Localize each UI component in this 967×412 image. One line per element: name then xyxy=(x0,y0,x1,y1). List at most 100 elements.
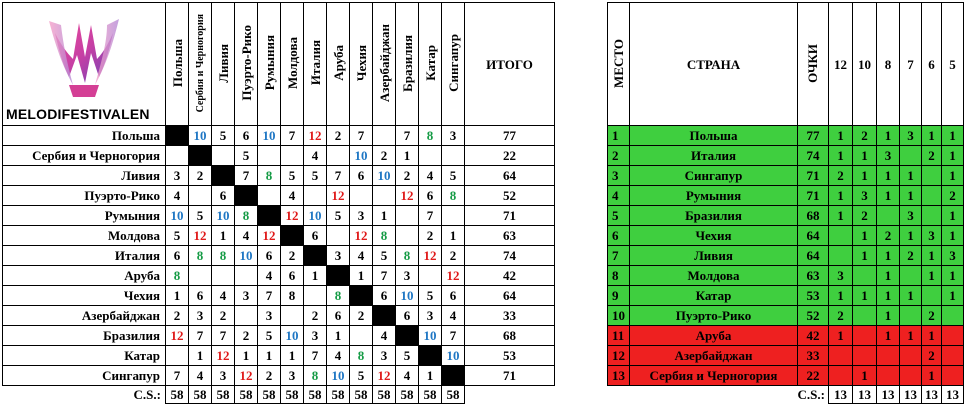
column-header-label: Чехия xyxy=(353,44,369,82)
vote-cell: 6 xyxy=(280,265,304,286)
ranking-place: 2 xyxy=(607,145,630,166)
vote-cell: 4 xyxy=(441,305,465,326)
vote-cell: 6 xyxy=(418,185,442,206)
score-count-cell: 1 xyxy=(920,365,942,386)
logo-cell: MELODIFESTIVALEN xyxy=(2,2,166,126)
score-count-cell: 2 xyxy=(851,205,877,226)
score-count-cell: 2 xyxy=(920,145,942,166)
vote-cell: 3 xyxy=(349,205,373,226)
place-header-label: МЕСТО xyxy=(611,38,626,88)
score-count-cell: 1 xyxy=(875,305,900,326)
vote-cell: 6 xyxy=(395,305,419,326)
vote-cell: 2 xyxy=(280,245,304,266)
score-count-cell: 1 xyxy=(875,185,900,206)
vote-cell: 1 xyxy=(395,145,419,166)
vote-cell: 10 xyxy=(372,165,396,186)
vote-cell: 10 xyxy=(188,125,212,146)
score-count-cell: 1 xyxy=(851,145,877,166)
vote-cell: 12 xyxy=(234,365,258,386)
vote-cell: 2 xyxy=(234,325,258,346)
ranking-country: Бразилия xyxy=(629,205,798,226)
score-count-cell xyxy=(920,285,942,306)
vote-cell: 2 xyxy=(349,305,373,326)
vote-cell: 3 xyxy=(303,325,327,346)
ranking-country: Пуэрто-Рико xyxy=(629,305,798,326)
ranking-points: 71 xyxy=(797,165,829,186)
vote-cell: 12 xyxy=(165,325,189,346)
vote-cell: 7 xyxy=(211,325,235,346)
row-country: Пуэрто-Рико xyxy=(2,185,166,206)
ranking-points: 22 xyxy=(797,365,829,386)
vote-cell: 5 xyxy=(280,165,304,186)
cs-value: 13 xyxy=(898,385,922,404)
column-header-label: Румыния xyxy=(261,35,277,91)
vote-cell: 4 xyxy=(257,265,281,286)
vote-cell: 6 xyxy=(303,225,327,246)
vote-cell: 2 xyxy=(418,225,442,246)
vote-cell: 5 xyxy=(372,245,396,266)
score-count-header: 7 xyxy=(898,2,922,126)
ranking-row: 4 Румыния 71 1 3 1 1 2 xyxy=(607,185,964,206)
vote-cell: 7 xyxy=(303,345,327,366)
ranking-country: Италия xyxy=(629,145,798,166)
vote-cell: 10 xyxy=(165,205,189,226)
vote-cell xyxy=(188,185,212,206)
vote-cell: 8 xyxy=(418,125,442,146)
vote-cell xyxy=(418,145,442,166)
row-country: Молдова xyxy=(2,225,166,246)
vote-cell: 10 xyxy=(418,325,442,346)
vote-cell: 2 xyxy=(188,165,212,186)
vote-cell: 3 xyxy=(188,305,212,326)
ranking-place: 12 xyxy=(607,345,630,366)
vote-cell: 5 xyxy=(418,285,442,306)
vote-cell: 5 xyxy=(234,145,258,166)
self-vote-cell xyxy=(395,325,419,346)
score-count-cell: 2 xyxy=(898,245,922,266)
vote-cell: 4 xyxy=(188,365,212,386)
vote-cell: 5 xyxy=(349,365,373,386)
score-count-cell: 2 xyxy=(920,345,942,366)
ranking-place: 5 xyxy=(607,205,630,226)
score-count-cell xyxy=(875,345,900,366)
cs-value: 58 xyxy=(441,385,465,404)
vote-cell: 7 xyxy=(372,265,396,286)
score-count-cell: 2 xyxy=(851,125,877,146)
score-count-cell xyxy=(851,305,877,326)
vote-cell: 12 xyxy=(303,125,327,146)
ranking-header-row: МЕСТО СТРАНА ОЧКИ 12 10 8 7 6 5 xyxy=(607,2,964,126)
score-count-cell: 1 xyxy=(827,125,853,146)
column-header: Румыния xyxy=(257,2,281,126)
vote-cell: 7 xyxy=(280,125,304,146)
vote-cell xyxy=(441,145,465,166)
column-header-label: Сингапур xyxy=(445,34,461,92)
ranking-row: 13 Сербия и Черногория 22 1 1 xyxy=(607,365,964,386)
score-count-cell: 1 xyxy=(827,285,853,306)
vote-cell: 4 xyxy=(303,145,327,166)
score-count-cell: 1 xyxy=(940,165,964,186)
column-header: Ливия xyxy=(211,2,235,126)
ranking-row: 9 Катар 53 1 1 1 1 1 xyxy=(607,285,964,306)
vote-cell: 12 xyxy=(211,345,235,366)
score-count-cell xyxy=(851,345,877,366)
row-total: 77 xyxy=(464,125,555,146)
score-count-cell: 1 xyxy=(851,245,877,266)
vote-cell: 7 xyxy=(188,325,212,346)
row-country: Бразилия xyxy=(2,325,166,346)
vote-cell: 5 xyxy=(257,325,281,346)
vote-cell: 5 xyxy=(188,205,212,226)
score-count-cell xyxy=(898,365,922,386)
column-header: Польша xyxy=(165,2,189,126)
score-count-cell xyxy=(851,265,877,286)
score-count-cell: 1 xyxy=(851,225,877,246)
cs-value: 58 xyxy=(234,385,258,404)
vote-cell: 4 xyxy=(349,245,373,266)
ranking-place: 11 xyxy=(607,325,630,346)
ranking-place: 8 xyxy=(607,265,630,286)
ranking-place: 10 xyxy=(607,305,630,326)
vote-cell: 1 xyxy=(441,225,465,246)
score-count-cell: 2 xyxy=(940,185,964,206)
vote-cell: 10 xyxy=(326,365,350,386)
votes-row: Аруба 8 4 6 1 1 7 3 12 42 xyxy=(2,265,555,286)
score-count-cell xyxy=(940,365,964,386)
ranking-place: 3 xyxy=(607,165,630,186)
